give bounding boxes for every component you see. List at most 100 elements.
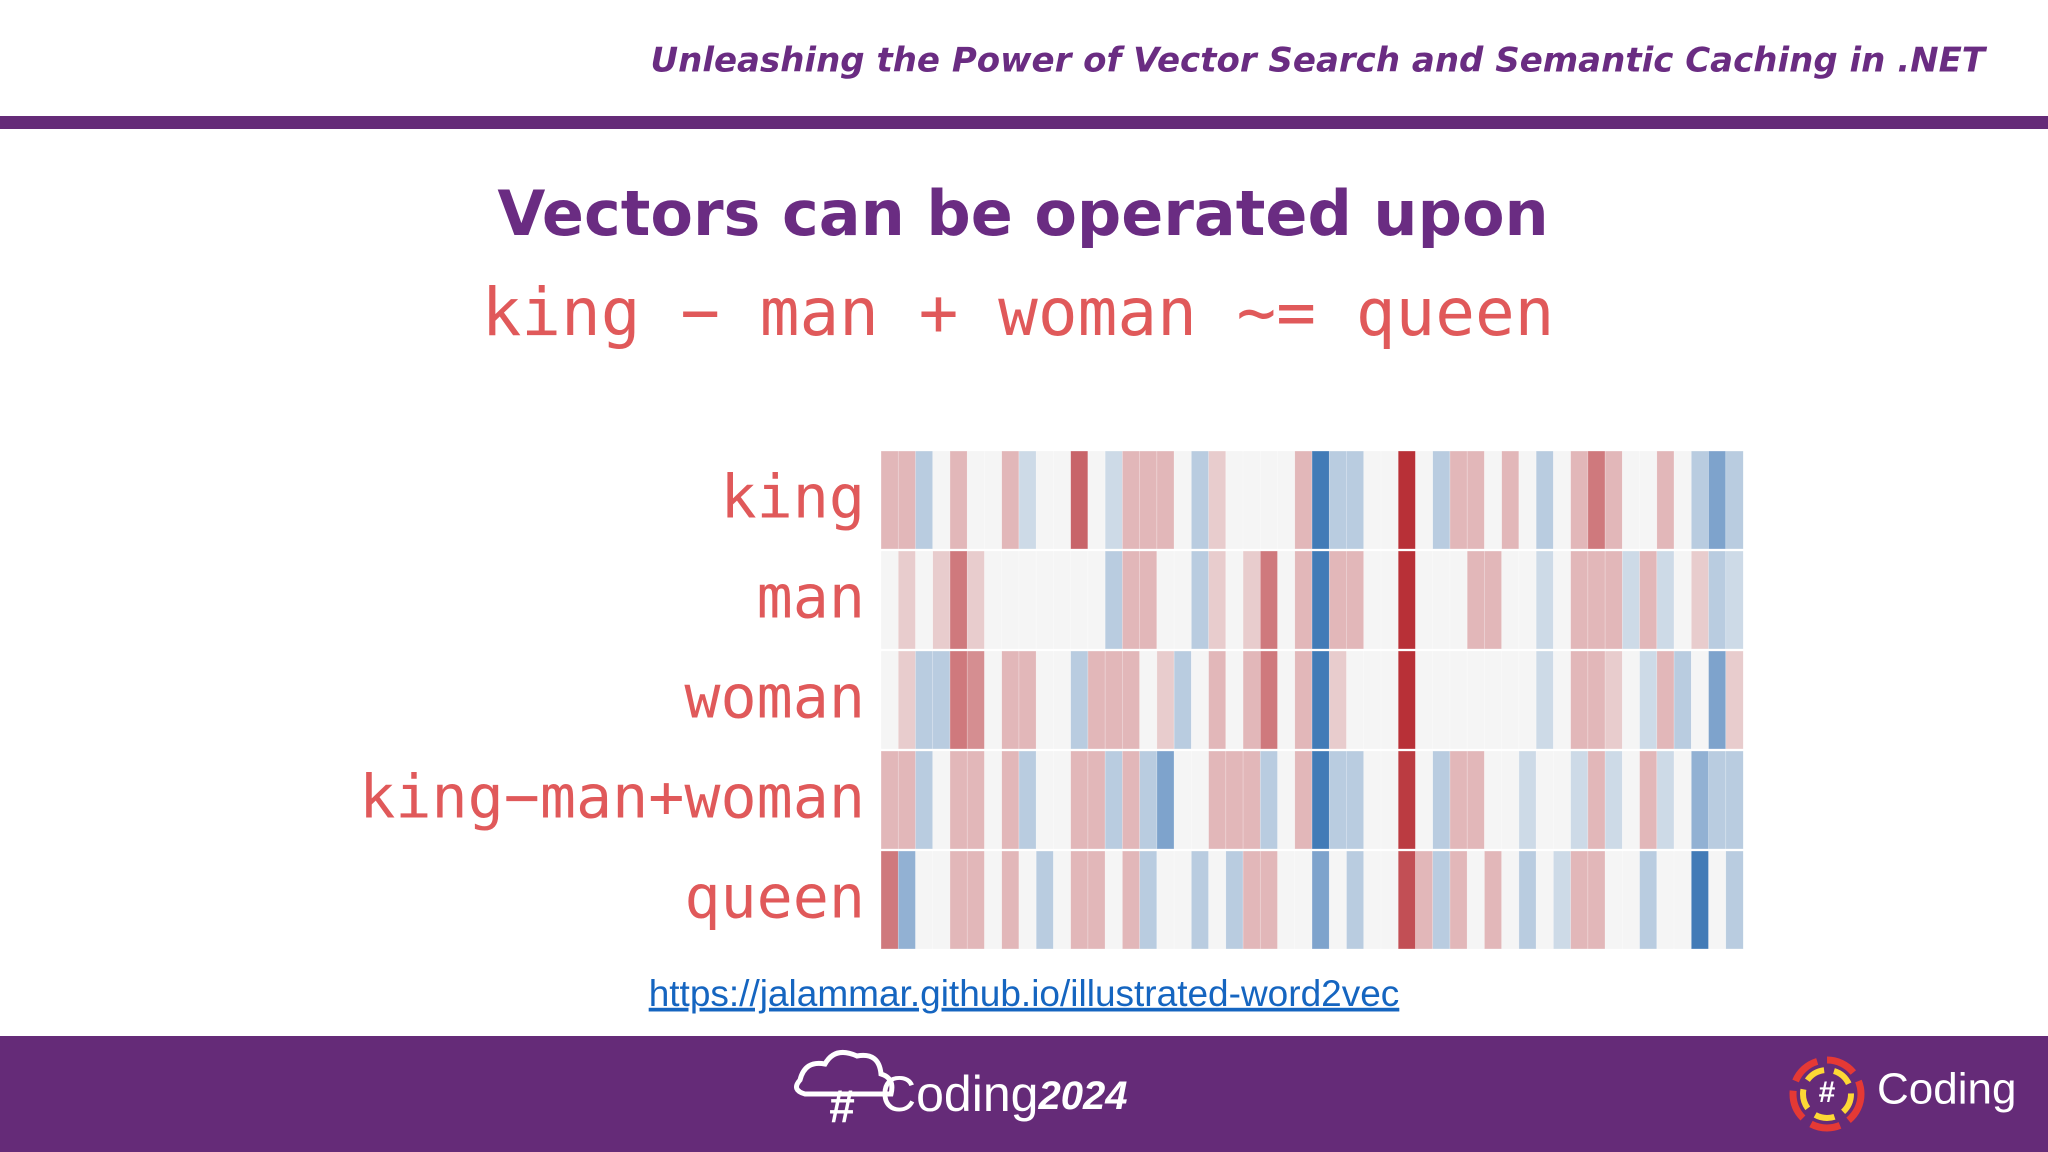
heat-cell xyxy=(1070,750,1089,850)
heat-cell xyxy=(1070,650,1089,750)
heat-cell xyxy=(1673,750,1692,850)
heat-cell xyxy=(1311,450,1330,550)
heat-cell xyxy=(1570,450,1589,550)
heat-cell xyxy=(1242,850,1261,950)
right-logo: # Coding xyxy=(1789,1056,2016,1132)
heat-cell xyxy=(1104,550,1123,650)
heat-cell xyxy=(984,650,1003,750)
heat-cell xyxy=(1501,450,1520,550)
heat-cell xyxy=(1708,850,1727,950)
heat-cell xyxy=(1053,550,1072,650)
source-link-text[interactable]: https://jalammar.github.io/illustrated-w… xyxy=(649,973,1400,1014)
heat-cell xyxy=(1690,450,1710,550)
heat-cell xyxy=(966,450,986,550)
heat-cell xyxy=(1053,850,1072,950)
heat-cell xyxy=(1656,550,1675,650)
heat-cell xyxy=(1501,750,1520,850)
heat-cell xyxy=(1001,450,1020,550)
heat-cell xyxy=(1277,650,1296,750)
heat-cell xyxy=(1604,450,1623,550)
heat-cell xyxy=(932,550,951,650)
heat-cell xyxy=(1466,750,1486,850)
heat-cell xyxy=(1363,750,1382,850)
heat-cell xyxy=(1639,750,1658,850)
heat-cell xyxy=(915,750,934,850)
source-link[interactable]: https://jalammar.github.io/illustrated-w… xyxy=(649,973,1400,1014)
heat-cell xyxy=(1294,850,1313,950)
heat-cell xyxy=(880,850,899,950)
heat-cell xyxy=(1466,650,1486,750)
heat-cell xyxy=(1087,650,1106,750)
heat-cell xyxy=(1035,550,1055,650)
heat-cell xyxy=(1294,650,1313,750)
heat-cell xyxy=(1035,750,1055,850)
heat-cell xyxy=(1553,750,1572,850)
heat-cell xyxy=(897,850,917,950)
heat-cell xyxy=(1484,550,1503,650)
heat-cell xyxy=(1070,450,1089,550)
heat-cell xyxy=(1622,550,1641,650)
equation: king − man + woman ~= queen xyxy=(482,274,1555,351)
heat-cell xyxy=(1122,850,1141,950)
heat-cell xyxy=(1449,550,1468,650)
heat-cell xyxy=(880,450,899,550)
heat-cell xyxy=(1277,750,1296,850)
heat-cell xyxy=(1018,850,1037,950)
heat-cell xyxy=(1242,650,1261,750)
heat-cell xyxy=(1173,850,1192,950)
heat-cell xyxy=(1587,750,1606,850)
heat-cell xyxy=(1122,550,1141,650)
heat-cell xyxy=(966,750,986,850)
heat-cell xyxy=(1208,550,1227,650)
heat-cell xyxy=(915,650,934,750)
heat-cell xyxy=(1208,450,1227,550)
heat-cell xyxy=(949,750,968,850)
heat-cell xyxy=(1363,450,1382,550)
heat-cell xyxy=(1328,450,1348,550)
heat-cell xyxy=(1087,750,1106,850)
heat-cell xyxy=(1225,450,1244,550)
heat-cell xyxy=(1070,850,1089,950)
right-logo-text: Coding xyxy=(1877,1065,2016,1114)
heat-cell xyxy=(1518,850,1537,950)
heat-cell xyxy=(1639,650,1658,750)
heat-cell xyxy=(1449,450,1468,550)
heat-cell xyxy=(880,550,899,650)
heat-cell xyxy=(1001,650,1020,750)
cloud-icon xyxy=(794,1049,895,1097)
heat-cell xyxy=(1622,650,1641,750)
heat-cell xyxy=(1122,750,1141,850)
heat-cell xyxy=(1587,850,1606,950)
heat-cell xyxy=(1690,750,1710,850)
heat-cell xyxy=(1432,550,1451,650)
heat-cell xyxy=(915,850,934,950)
heat-cell xyxy=(1139,550,1158,650)
heat-cell xyxy=(1208,850,1227,950)
heat-cell xyxy=(1535,550,1554,650)
heat-cell xyxy=(1535,850,1554,950)
ring-outer xyxy=(1789,1056,1865,1132)
heat-cell xyxy=(1449,850,1468,950)
heat-cell xyxy=(1139,850,1158,950)
heat-cell xyxy=(1518,550,1537,650)
heat-cell xyxy=(1122,650,1141,750)
heat-cell xyxy=(1673,850,1692,950)
heat-cell xyxy=(1294,750,1313,850)
heat-cell xyxy=(1104,650,1123,750)
heat-cell xyxy=(1087,550,1106,650)
heat-cell xyxy=(1708,750,1727,850)
heat-cell xyxy=(932,750,951,850)
heat-cell xyxy=(1156,550,1175,650)
heat-cell xyxy=(1432,650,1451,750)
heat-cell xyxy=(1156,750,1175,850)
heat-cell xyxy=(1673,550,1692,650)
heat-cell xyxy=(1173,450,1192,550)
heat-cell xyxy=(1587,550,1606,650)
left-logo-mark: # xyxy=(829,1080,855,1132)
heat-cell xyxy=(984,450,1003,550)
heat-cell xyxy=(1311,850,1330,950)
heat-cell xyxy=(1104,850,1123,950)
heat-cell xyxy=(1346,750,1365,850)
heat-cell xyxy=(1656,850,1675,950)
